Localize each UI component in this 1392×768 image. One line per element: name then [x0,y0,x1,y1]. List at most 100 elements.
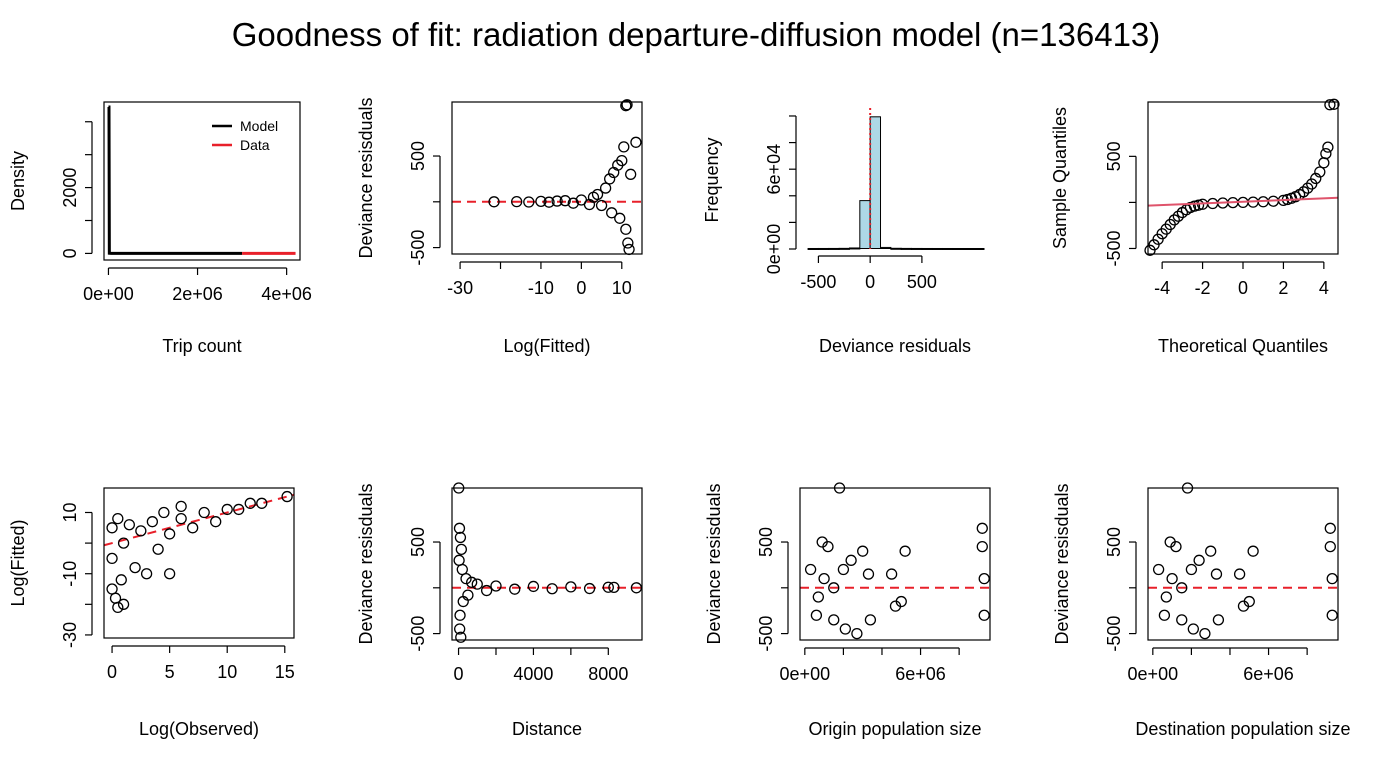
data-point [129,561,141,574]
data-point [618,141,630,153]
data-point [1152,563,1165,576]
panel-1-y-tick-label: 0 [60,248,80,258]
panel-2-x-tick-label: 0 [576,278,586,298]
data-point [123,519,135,531]
panel-3-y-label: Frequency [702,137,722,222]
data-point [1314,166,1326,178]
data-point [1160,591,1172,603]
data-point [851,627,863,640]
data-point [112,601,124,614]
panel-8-y-tick-label: -500 [1104,616,1124,652]
data-point [595,199,608,212]
panel-7-x-tick-label: 6e+06 [895,664,946,684]
panel-4-x-tick-label: 0 [1238,278,1248,298]
histogram-bar [890,247,902,250]
panel-4-x-label: Theoretical Quantiles [1158,336,1328,356]
data-point [106,583,118,595]
panel-4-x-tick-label: 2 [1278,278,1288,298]
panel-fitted-vs-residuals: -30 -10 0 10 -500 500 Log(Fitted) Deviance r… [356,97,643,356]
panel-2-y-label: Deviance resisduals [356,97,376,258]
panel-1-x-ticks: 0e+00 2e+06 4e+06 [83,267,312,304]
data-point [591,188,604,201]
data-point [456,563,468,576]
panel-3-data [807,108,985,250]
data-point [623,243,635,256]
panel-7-x-label: Origin population size [808,719,981,739]
panel-6-point-cloud [453,482,643,643]
panel-residual-histogram: -500 0 500 0e+00 6e+04 Deviance residuals F… [702,108,985,356]
panel-2-data [452,99,642,256]
data-point [1193,554,1205,566]
data-point [837,563,850,576]
panel-4-y-label: Sample Quantiles [1050,107,1070,249]
panel-2-frame [451,101,643,255]
panel-5-x-tick-label: 0 [107,662,117,682]
data-point [1158,609,1171,621]
panel-7-x-tick-label: 0e+00 [780,664,831,684]
data-point [1199,627,1211,640]
histogram-bar [931,247,944,250]
panel-7-data [800,482,990,640]
data-point [543,196,555,208]
data-point [281,490,293,503]
data-point [454,609,466,621]
data-point [1212,614,1225,626]
data-point [621,99,633,111]
panel-3-x-tick-label: -500 [800,272,836,292]
data-point [1326,573,1338,585]
data-point [599,182,612,194]
data-point [1168,214,1180,226]
data-point [135,525,147,537]
data-point [565,581,577,593]
data-point [117,598,130,610]
qq-reference-line [1147,196,1339,207]
panel-4-x-ticks: -4 -2 0 2 4 [1154,261,1329,298]
panel-5-x-ticks: 0 5 10 15 [107,645,295,682]
panel-8-data [1148,482,1338,640]
panel-4-x-tick-label: -2 [1195,278,1211,298]
data-point [1243,595,1255,608]
panel-8-y-label: Deviance resisduals [1052,483,1072,644]
data-point [822,540,834,553]
data-point [106,522,118,534]
data-point [490,580,502,592]
panel-5-y-tick-label: -30 [60,622,80,648]
panel-8-x-tick-label: 0e+00 [1128,664,1179,684]
histogram-bar [838,247,850,250]
data-point [511,195,523,208]
data-point [175,500,187,513]
panel-8-y-tick-label: 500 [1104,527,1124,557]
panel-7-x-ticks: 0e+00 6e+06 [780,647,960,684]
panel-5-data [103,490,295,614]
data-point [895,595,907,608]
data-point [115,574,127,586]
data-point [1176,614,1188,626]
panel-8-y-ticks: -500 500 [1104,527,1137,652]
data-point [1326,609,1338,621]
panel-2-x-tick-label: -10 [528,278,554,298]
panel-6-y-label: Deviance resisduals [356,483,376,644]
histogram-bar [848,247,861,250]
data-point [1318,157,1330,169]
panel-4-y-tick-label: 500 [1104,141,1124,171]
panel-1-data [107,105,296,255]
data-point [614,212,626,224]
data-point [453,522,466,534]
data-point [210,516,222,528]
histogram-bar [880,246,892,250]
panel-6-y-ticks: -500 500 [408,527,441,652]
panel-5-x-label: Log(Observed) [139,719,259,739]
data-point [1322,141,1334,153]
panel-1-x-tick-label: 0e+00 [83,284,134,304]
panel-2-x-label: Log(Fitted) [503,336,590,356]
data-point [1185,563,1198,576]
panel-2-x-tick-label: -30 [447,278,473,298]
data-point [1297,186,1310,198]
panel-5-x-tick-label: 15 [275,662,295,682]
data-point [1192,199,1205,211]
data-point [163,568,176,580]
data-point [620,100,632,112]
legend-data-label: Data [240,137,270,153]
data-point [828,582,840,594]
panel-4-y-tick-label: -500 [1104,230,1124,266]
